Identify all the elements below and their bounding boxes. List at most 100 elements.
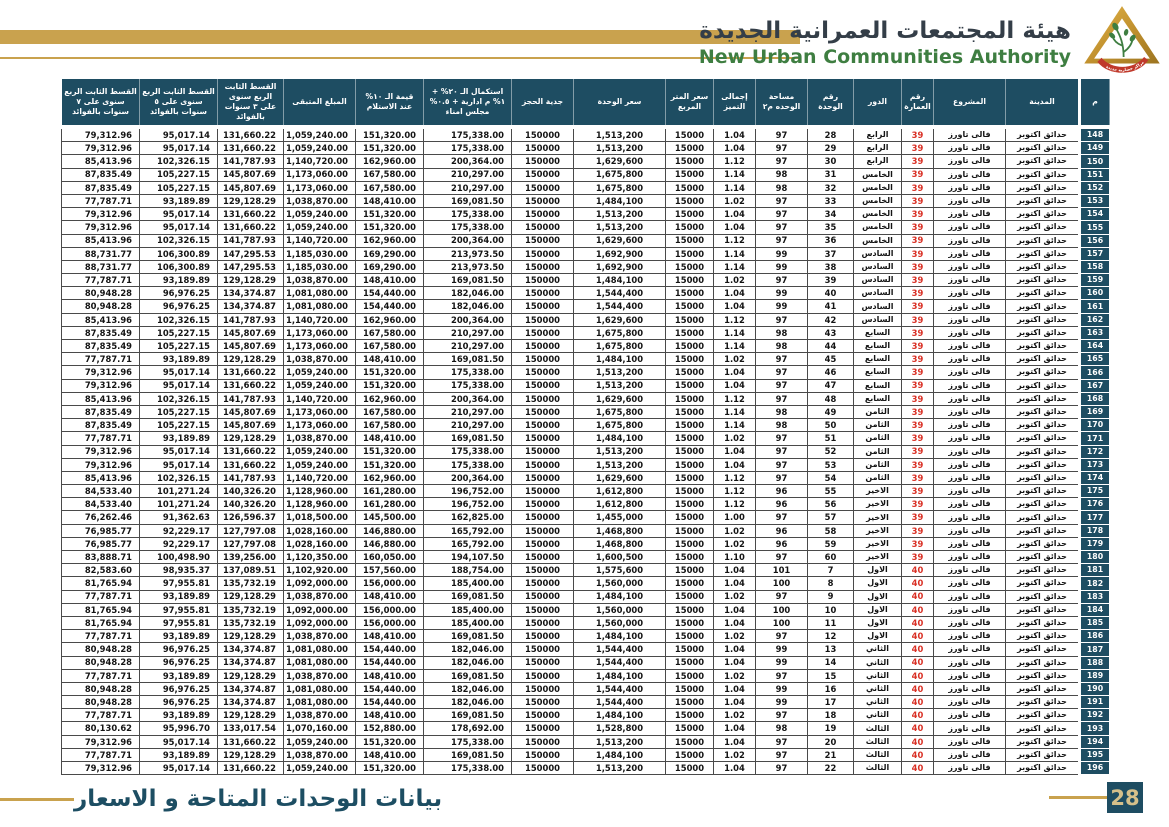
cell-meter_price: 15000	[665, 615, 714, 631]
cell-serial: 158	[1078, 259, 1110, 275]
cell-reservation: 150000	[511, 141, 574, 156]
cell-area: 100	[755, 615, 808, 631]
cell-premium: 1.04	[713, 286, 756, 301]
cell-inst_5y: 95,996.70	[139, 721, 218, 736]
table-row: 179 حدائق اكتوبر فالى تاورز 39 الاخير 59 96 1.0…	[61, 536, 1110, 552]
cell-floor: السابع	[853, 325, 902, 341]
cell-serial: 160	[1078, 286, 1110, 301]
cell-meter_price: 15000	[665, 681, 714, 697]
cell-receipt: 148,410.00	[355, 629, 424, 644]
cell-inst_7y: 77,787.71	[61, 747, 140, 763]
table-row: 164 حدائق اكتوبر فالى تاورز 39 السابع 44 98 1.1…	[61, 338, 1110, 354]
cell-receipt: 167,580.00	[355, 418, 424, 433]
cell-building: 39	[901, 207, 934, 222]
cell-completion: 185,400.00	[423, 615, 512, 631]
cell-serial: 150	[1078, 154, 1110, 169]
cell-inst_3y: 129,128.29	[217, 708, 284, 723]
cell-remaining: 1,038,870.00	[283, 352, 356, 367]
cell-serial: 166	[1078, 365, 1110, 380]
cell-inst_3y: 139,256.00	[217, 549, 284, 565]
cell-remaining: 1,059,240.00	[283, 734, 356, 749]
footer-gold-line-right	[1049, 796, 1107, 799]
cell-receipt: 157,560.00	[355, 563, 424, 578]
cell-building: 39	[901, 497, 934, 512]
cell-reservation: 150000	[511, 629, 574, 644]
cell-inst_7y: 77,787.71	[61, 352, 140, 367]
cell-inst_5y: 105,227.15	[139, 167, 218, 182]
cell-building: 39	[901, 365, 934, 380]
cell-remaining: 1,059,240.00	[283, 444, 356, 459]
cell-premium: 1.04	[713, 655, 756, 670]
cell-completion: 196,752.00	[423, 484, 512, 499]
cell-area: 97	[755, 352, 808, 367]
cell-city: حدائق اكتوبر	[1005, 154, 1080, 169]
cell-unit_no: 34	[807, 207, 854, 222]
cell-area: 97	[755, 444, 808, 459]
cell-serial: 184	[1078, 602, 1110, 617]
cell-unit_price: 1,544,400	[573, 695, 666, 710]
cell-completion: 169,081.50	[423, 708, 512, 723]
cell-inst_3y: 145,807.69	[217, 167, 284, 182]
cell-project: فالى تاورز	[933, 457, 1006, 472]
cell-city: حدائق اكتوبر	[1005, 418, 1080, 433]
cell-project: فالى تاورز	[933, 721, 1006, 736]
cell-floor: الثاني	[853, 708, 902, 723]
cell-building: 39	[901, 352, 934, 367]
cell-inst_3y: 133,017.54	[217, 721, 284, 736]
cell-meter_price: 15000	[665, 576, 714, 591]
cell-city: حدائق اكتوبر	[1005, 549, 1080, 565]
cell-floor: السابع	[853, 378, 902, 393]
cell-building: 39	[901, 259, 934, 275]
cell-project: فالى تاورز	[933, 695, 1006, 710]
cell-unit_price: 1,612,800	[573, 497, 666, 512]
cell-receipt: 156,000.00	[355, 576, 424, 591]
cell-reservation: 150000	[511, 246, 574, 261]
cell-premium: 1.02	[713, 536, 756, 552]
cell-unit_price: 1,629,600	[573, 233, 666, 248]
cell-project: فالى تاورز	[933, 549, 1006, 565]
cell-inst_5y: 95,017.14	[139, 444, 218, 459]
cell-remaining: 1,070,160.00	[283, 721, 356, 736]
cell-inst_5y: 105,227.15	[139, 325, 218, 341]
cell-project: فالى تاورز	[933, 497, 1006, 512]
cell-receipt: 148,410.00	[355, 273, 424, 288]
cell-reservation: 150000	[511, 126, 574, 143]
cell-floor: السابع	[853, 352, 902, 367]
table-row: 182 حدائق اكتوبر فالى تاورز 40 الاول 8 100 1.04…	[61, 576, 1110, 591]
cell-meter_price: 15000	[665, 549, 714, 565]
cell-meter_price: 15000	[665, 734, 714, 749]
cell-unit_price: 1,513,200	[573, 207, 666, 222]
cell-building: 39	[901, 378, 934, 393]
col-header-unit_price: سعر الوحدة	[573, 78, 666, 129]
cell-unit_no: 40	[807, 286, 854, 301]
cell-receipt: 156,000.00	[355, 602, 424, 617]
cell-premium: 1.04	[713, 141, 756, 156]
cell-city: حدائق اكتوبر	[1005, 589, 1080, 604]
col-header-unit_no: رقم الوحدة	[807, 78, 854, 129]
cell-floor: الاخير	[853, 484, 902, 499]
cell-area: 96	[755, 484, 808, 499]
cell-completion: 210,297.00	[423, 338, 512, 354]
cell-inst_3y: 131,660.22	[217, 734, 284, 749]
cell-project: فالى تاورز	[933, 259, 1006, 275]
cell-unit_no: 36	[807, 233, 854, 248]
cell-inst_5y: 95,017.14	[139, 760, 218, 776]
cell-building: 40	[901, 589, 934, 604]
cell-premium: 1.12	[713, 312, 756, 327]
cell-floor: الثامن	[853, 444, 902, 459]
cell-inst_7y: 88,731.77	[61, 246, 140, 261]
table-row: 181 حدائق اكتوبر فالى تاورز 40 الاول 7 101 1.04…	[61, 563, 1110, 578]
cell-unit_no: 15	[807, 668, 854, 683]
cell-remaining: 1,081,080.00	[283, 695, 356, 710]
table-row: 186 حدائق اكتوبر فالى تاورز 40 الاول 12 97 1.02…	[61, 629, 1110, 644]
cell-floor: الاول	[853, 629, 902, 644]
cell-project: فالى تاورز	[933, 391, 1006, 406]
cell-premium: 1.04	[713, 365, 756, 380]
cell-inst_3y: 145,807.69	[217, 418, 284, 433]
table-row: 185 حدائق اكتوبر فالى تاورز 40 الاول 11 100 1.0…	[61, 615, 1110, 631]
cell-floor: الثاني	[853, 655, 902, 670]
cell-floor: الثامن	[853, 470, 902, 486]
cell-remaining: 1,140,720.00	[283, 470, 356, 486]
cell-completion: 182,046.00	[423, 655, 512, 670]
cell-building: 39	[901, 457, 934, 472]
